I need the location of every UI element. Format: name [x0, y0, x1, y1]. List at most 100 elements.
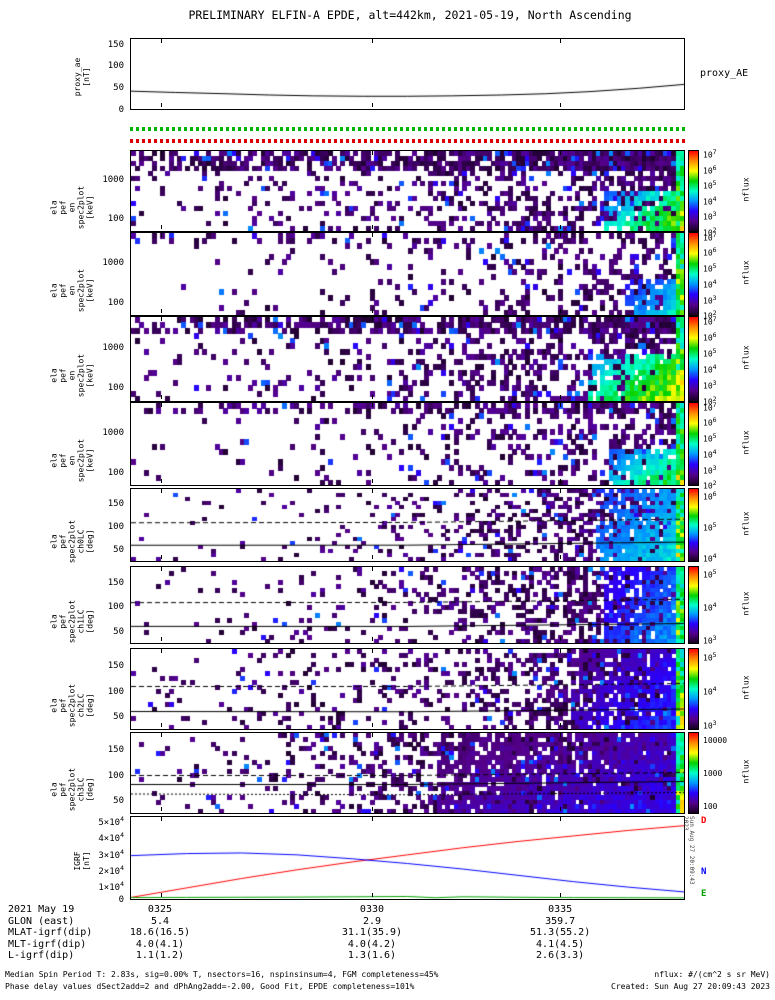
x-tick-mark [160, 403, 162, 407]
x-tick-mark [559, 567, 561, 571]
colorbar-tick-label: 103 [703, 633, 717, 646]
y-tick-label: 100 [107, 522, 124, 533]
x-tick-mark [160, 555, 162, 559]
y-tick-label: 100 [107, 467, 124, 478]
x-tick-mark [372, 233, 374, 237]
x-tick-mark [160, 893, 162, 897]
x-tick-mark [559, 637, 561, 641]
x-tick-mark [372, 733, 374, 737]
colorbar-tick-label: 105 [703, 568, 717, 580]
x-tick-mark [559, 151, 561, 155]
x-tick-mark [559, 317, 561, 321]
ephemeris-row-label: MLAT-igrf(dip) [8, 927, 93, 938]
x-tick-mark [372, 893, 374, 897]
colorbar-axis-label: nflux [741, 675, 751, 700]
colorbar-tick-label: 103 [703, 210, 717, 222]
x-tick-mark [160, 151, 162, 155]
x-tick-mark [559, 39, 561, 43]
y-tick-label: 100 [107, 383, 124, 394]
spectrogram-canvas-ela_pef_en_spec2plot_3 [131, 317, 684, 401]
x-tick-mark [160, 225, 162, 229]
spectrogram-canvas-ela_pef_spec2plot_ch1LC [131, 567, 684, 643]
footer-phase-info: Phase delay values dSect2add=2 and dPhAn… [5, 982, 415, 991]
colorbar-tick-label: 106 [703, 416, 717, 428]
footer-units: nflux: #/(cm^2 s sr MeV) [654, 970, 770, 979]
ephemeris-value: 18.6(16.5) [129, 927, 191, 938]
spectrogram-panel-ela_pef_en_spec2plot_2 [130, 232, 685, 316]
spectrogram-panel-ela_pef_spec2plot_ch3LC [130, 732, 685, 814]
y-tick-label: 100 [107, 602, 124, 613]
spectrogram-canvas-ela_pef_en_spec2plot_1 [131, 151, 684, 231]
x-tick-mark [559, 479, 561, 483]
plot-title: PRELIMINARY ELFIN-A EPDE, alt=442km, 202… [188, 8, 632, 22]
x-tick-mark [160, 395, 162, 399]
y-tick-label: 150 [107, 578, 124, 589]
colorbar [688, 488, 699, 562]
spectrogram-axis-label: ela pef spec2plot ch1LC [deg] [49, 599, 95, 644]
x-tick-mark [160, 233, 162, 237]
colorbar-tick-label: 104 [703, 685, 717, 697]
spectrogram-axis-label: ela pef en spec2plot [keV] [49, 185, 95, 230]
x-tick-mark [559, 103, 561, 107]
x-tick-mark [372, 817, 374, 821]
quality-bar-1 [130, 139, 685, 143]
colorbar-tick-label: 106 [703, 163, 717, 176]
colorbar-tick-label: 105 [703, 432, 717, 444]
x-tick-mark [372, 807, 374, 811]
spectrogram-axis-label: ela pef en spec2plot [keV] [49, 438, 95, 483]
colorbar-tick-label: 105 [703, 521, 717, 533]
ephemeris-value: 2.9 [362, 915, 381, 927]
x-tick-mark [160, 309, 162, 313]
colorbar-axis-label: nflux [741, 177, 751, 202]
x-tick-mark [372, 723, 374, 727]
colorbar [688, 566, 699, 644]
x-tick-mark [559, 403, 561, 407]
footer-spin-info: Median Spin Period T: 2.83s, sig=0.00% T… [5, 970, 439, 979]
colorbar-tick-label: 102 [703, 479, 717, 492]
x-tick-mark [372, 649, 374, 653]
ephemeris-value: 1.1(1.2) [135, 950, 185, 961]
x-tick-mark [372, 489, 374, 493]
x-tick-mark [372, 39, 374, 43]
ephemeris-row-label: MLT-igrf(dip) [8, 938, 87, 950]
y-tick-label: 2×104 [98, 863, 124, 877]
x-tick-mark [559, 649, 561, 653]
colorbar-tick-label: 102 [703, 395, 717, 408]
igrf-axis-label: IGRF [nT] [73, 851, 91, 871]
x-tick-mark [160, 489, 162, 493]
quality-bar-0 [130, 127, 685, 131]
x-axis-tick-label: 0335 [548, 904, 573, 915]
x-tick-mark [372, 317, 374, 321]
x-tick-mark [160, 479, 162, 483]
y-tick-label: 4×104 [98, 831, 124, 845]
spectrogram-canvas-ela_pef_en_spec2plot_2 [131, 233, 684, 315]
ephemeris-value: 4.1(4.5) [536, 938, 585, 950]
colorbar-tick-label: 104 [703, 552, 717, 564]
spectrogram-panel-ela_pef_spec2plot_ch1LC [130, 566, 685, 644]
colorbar-tick-label: 105 [703, 346, 717, 359]
x-axis-tick-label: 0325 [147, 904, 173, 915]
igrf-canvas [131, 817, 684, 899]
colorbar-axis-label: nflux [741, 591, 751, 616]
igrf-component-label-E: E [701, 889, 707, 900]
colorbar-tick-label: 107 [703, 314, 717, 327]
y-tick-label: 100 [107, 61, 124, 72]
spectrogram-canvas-ela_pef_spec2plot_ch3LC [131, 733, 684, 813]
x-tick-mark [160, 637, 162, 641]
x-tick-mark [372, 567, 374, 571]
spectrogram-canvas-ela_pef_spec2plot_ch2LC [131, 649, 684, 729]
spectrogram-panel-ela_pef_spec2plot_ch0LC [130, 488, 685, 562]
y-tick-label: 3×104 [98, 847, 124, 861]
x-tick-mark [372, 103, 374, 107]
colorbar-axis-label: nflux [741, 759, 751, 784]
y-tick-label: 100 [107, 686, 124, 697]
creation-timestamp-vertical: Sun Aug 27 20:09:43 2023 [682, 816, 695, 885]
y-tick-label: 50 [113, 545, 124, 556]
spectrogram-axis-label: ela pef en spec2plot [keV] [49, 268, 95, 313]
colorbar-tick-label: 106 [703, 246, 717, 258]
colorbar-axis-label: nflux [741, 511, 751, 536]
x-tick-mark [372, 555, 374, 559]
colorbar-tick-label: 104 [703, 363, 717, 375]
y-tick-label: 50 [113, 712, 124, 723]
ephemeris-value: 5.4 [150, 915, 169, 927]
